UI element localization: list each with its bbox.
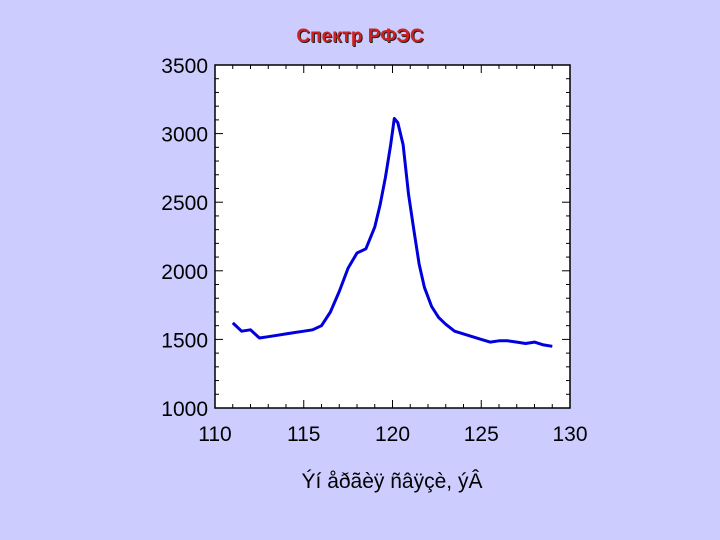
x-tick-label: 120 — [375, 423, 410, 446]
y-tick-label: 3000 — [161, 124, 208, 147]
minor-ticks — [214, 64, 571, 409]
x-tick-label: 115 — [287, 423, 320, 446]
y-tick-label: 2000 — [161, 261, 208, 284]
x-tick-label: 125 — [464, 423, 499, 446]
y-tick-label: 2500 — [161, 192, 208, 215]
spectrum-line — [231, 117, 553, 348]
x-tick-label: 130 — [552, 423, 587, 446]
y-tick-label: 1500 — [161, 329, 208, 352]
x-axis-label: Ýí åðãèÿ ñâÿçè, ýÂ — [302, 470, 483, 493]
x-tick-label: 110 — [198, 423, 231, 446]
x-tick-labels: 110 115 120 125 130 — [198, 423, 587, 446]
slide-title: Спектр РФЭС — [296, 26, 424, 47]
y-tick-label: 1000 — [161, 398, 208, 421]
y-tick-labels: 1000 1500 2000 2500 3000 3500 — [161, 55, 208, 421]
y-tick-label: 3500 — [161, 55, 208, 78]
plot-area — [214, 64, 571, 409]
